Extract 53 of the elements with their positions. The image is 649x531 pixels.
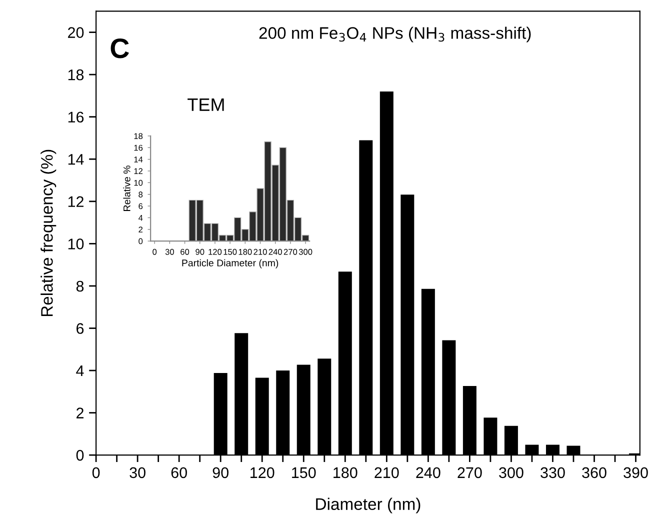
annotation: C xyxy=(110,38,129,58)
x-tick-label: 210 xyxy=(254,248,267,255)
y-tick-label: 6 xyxy=(76,323,84,334)
x-tick-label: 150 xyxy=(292,467,316,478)
x-tick-label: 0 xyxy=(92,467,100,478)
y-tick-label: 10 xyxy=(134,180,143,186)
y-tick-label: 16 xyxy=(134,144,143,151)
y-tick-label: 18 xyxy=(134,133,143,140)
x-tick-label: 120 xyxy=(250,467,274,478)
y-tick-label: 4 xyxy=(76,366,84,376)
y-tick-label: 0 xyxy=(138,238,143,244)
x-tick-label: 240 xyxy=(268,248,282,255)
x-tick-label: 90 xyxy=(196,248,204,255)
x-tick-label: 300 xyxy=(298,248,312,255)
x-tick-label: 300 xyxy=(499,467,524,478)
x-axis-title: Particle Diameter (nm) xyxy=(182,259,278,268)
x-tick-label: 330 xyxy=(540,467,565,478)
y-tick-label: 14 xyxy=(68,154,84,165)
y-tick-label: 12 xyxy=(68,196,84,207)
x-tick-label: 0 xyxy=(152,248,157,255)
text: 200 nm Fe$_{3}$O$_{4}$ NPs (NH$_{3}$ mass-shift) xyxy=(259,26,531,42)
y-tick-label: 0 xyxy=(76,450,84,461)
y-tick-label: 6 xyxy=(138,203,143,210)
x-tick-label: 120 xyxy=(208,248,222,255)
y-tick-label: 4 xyxy=(138,214,143,221)
y-tick-label: 18 xyxy=(68,69,84,80)
y-tick-label: 12 xyxy=(134,168,143,174)
x-tick-label: 90 xyxy=(212,467,228,478)
x-tick-label: 240 xyxy=(416,467,440,478)
x-tick-label: 210 xyxy=(374,467,399,478)
y-axis-title: Relative frequency (%) xyxy=(40,150,56,316)
x-tick-label: 180 xyxy=(334,467,358,478)
y-tick-label: 16 xyxy=(68,112,84,123)
x-tick-label: 360 xyxy=(582,467,606,478)
x-axis-title: Diameter (nm) xyxy=(316,498,420,514)
y-tick-label: 8 xyxy=(138,192,143,198)
x-tick-label: 30 xyxy=(130,467,146,478)
x-tick-label: 150 xyxy=(224,248,237,255)
x-tick-label: 30 xyxy=(165,248,174,255)
chart-title: TEM xyxy=(188,98,224,111)
y-tick-label: 2 xyxy=(76,408,84,418)
y-tick-label: 10 xyxy=(68,238,84,250)
x-tick-label: 180 xyxy=(238,248,252,255)
y-axis-title: Relative % xyxy=(123,166,130,211)
x-tick-label: 270 xyxy=(458,467,482,478)
y-tick-label: 14 xyxy=(134,156,143,162)
x-tick-label: 60 xyxy=(180,248,190,255)
y-tick-label: 2 xyxy=(138,226,143,232)
y-tick-label: 20 xyxy=(68,27,84,38)
x-tick-label: 270 xyxy=(284,248,298,255)
x-tick-label: 60 xyxy=(171,467,187,478)
y-tick-label: 8 xyxy=(76,280,84,292)
x-tick-label: 390 xyxy=(624,467,648,478)
